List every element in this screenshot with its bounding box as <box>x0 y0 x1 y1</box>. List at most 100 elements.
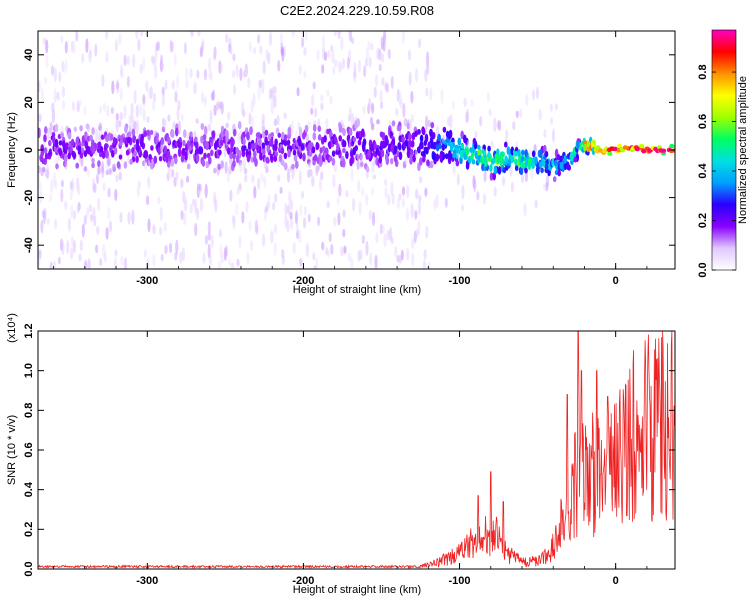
spectrogram-cell <box>135 120 139 136</box>
spectrogram-cell <box>54 123 59 133</box>
spectrogram-cell <box>216 101 220 111</box>
spectrogram-cell <box>337 212 341 226</box>
spectrogram-cell <box>50 179 54 194</box>
spectrogram-cell <box>97 165 101 175</box>
spectrogram-cell <box>70 247 74 260</box>
spectrogram-cell <box>190 31 194 38</box>
spectrogram-cell <box>419 140 424 148</box>
spectrogram-cell <box>163 119 167 130</box>
spectrogram-cell <box>226 171 231 183</box>
spectrogram-cell <box>368 56 372 68</box>
spectrogram-cell <box>418 38 422 49</box>
spectrogram-cell <box>291 166 295 180</box>
spectrogram-cell <box>401 136 406 142</box>
spectrogram-cell <box>161 86 165 96</box>
spectrogram-cell <box>248 41 252 53</box>
spectrogram-cell <box>284 213 288 228</box>
spectrogram-cell <box>260 172 264 183</box>
spectrogram-cell <box>252 46 257 55</box>
spectrogram-cell <box>118 171 123 181</box>
spectrogram-cell <box>107 187 111 198</box>
spectrogram-cell <box>350 257 354 269</box>
spectrogram-cell <box>299 204 303 217</box>
spectrogram-cell <box>523 202 527 217</box>
spectrogram-cell <box>60 179 64 188</box>
spectrogram-cell <box>186 175 190 183</box>
spectrogram-cell <box>543 144 547 153</box>
snr-series <box>38 331 675 569</box>
spectrogram-cell <box>544 150 549 158</box>
spectrogram-cell <box>183 129 187 138</box>
spectrogram-cell <box>126 75 130 88</box>
spectrogram-cell <box>43 147 48 154</box>
spectrogram-cell <box>660 148 667 153</box>
spectrogram-cell <box>359 249 363 261</box>
spectrogram-y-tick-label: -40 <box>23 237 35 253</box>
spectrogram-cell <box>554 159 558 167</box>
colorbar-ramp <box>712 30 736 270</box>
spectrogram-cell <box>53 67 58 83</box>
spectrogram-cell <box>333 164 337 173</box>
spectrogram-cell <box>96 225 100 235</box>
snr-ylabel: SNR (10 * v/v) <box>6 415 18 485</box>
spectrogram-cell <box>459 150 464 159</box>
spectrogram-cell <box>247 76 251 89</box>
spectrogram-cell <box>67 152 71 160</box>
spectrogram-cell <box>67 131 72 140</box>
spectrogram-cell <box>431 131 436 140</box>
spectrogram-cell <box>150 145 154 151</box>
spectrogram-cell <box>500 157 505 165</box>
spectrogram-y-tick-label: 0 <box>23 147 35 153</box>
spectrogram-cell <box>408 118 413 134</box>
spectrogram-cell <box>172 121 176 130</box>
spectrogram-cell <box>154 65 158 80</box>
spectrogram-cell <box>370 187 374 196</box>
spectrogram-cell <box>161 63 165 71</box>
spectrogram-cell <box>528 148 532 161</box>
spectrogram-cell <box>118 120 122 128</box>
spectrogram-cell <box>232 84 237 95</box>
spectrogram-cell <box>283 152 288 160</box>
spectrogram-y-tick-label: -20 <box>23 190 35 206</box>
spectrogram-cell <box>303 70 307 79</box>
spectrogram-cell <box>304 124 309 133</box>
spectrogram-cell <box>487 145 491 152</box>
spectrogram-cell <box>211 130 216 139</box>
spectrogram-cell <box>239 161 243 174</box>
spectrogram-cell <box>45 39 49 54</box>
spectrogram-cell <box>194 222 198 237</box>
spectrogram-cell <box>318 177 323 192</box>
spectrogram-cell <box>341 58 345 70</box>
spectrogram-cell <box>65 142 69 151</box>
spectrogram-cell <box>497 154 502 161</box>
spectrogram-cell <box>176 74 180 89</box>
spectrogram-cell <box>415 188 419 200</box>
spectrogram-cell <box>61 86 66 98</box>
spectrogram-cell <box>320 102 324 111</box>
spectrogram-cell <box>473 178 477 192</box>
spectrogram-cell <box>177 120 182 135</box>
spectrogram-cell <box>543 128 547 139</box>
spectrogram-cell <box>390 236 394 245</box>
spectrogram-cell <box>180 178 184 189</box>
spectrogram-cell <box>88 50 92 63</box>
spectrogram-cell <box>78 99 82 107</box>
spectrogram-cell <box>39 155 44 161</box>
spectrogram-cell <box>299 258 303 267</box>
spectrogram-cell <box>202 252 206 264</box>
spectrogram-cell <box>184 197 188 211</box>
spectrogram-cell <box>114 188 118 202</box>
spectrogram-cell <box>401 31 406 45</box>
spectrogram-cell <box>164 244 168 255</box>
spectrogram-cell <box>287 148 291 158</box>
spectrogram-cell <box>139 139 144 148</box>
spectrogram-cell <box>201 38 205 50</box>
colorbar: 0.0 0.2 0.4 0.6 0.8 Normalized spectral ampl… <box>697 29 749 278</box>
spectrogram-cell <box>38 254 41 267</box>
spectrogram-cell <box>79 125 83 132</box>
spectrogram-cell <box>241 101 245 116</box>
spectrogram-cell <box>124 125 128 134</box>
spectrogram-cell <box>363 65 367 78</box>
spectrogram-cell <box>669 143 675 149</box>
spectrogram-cell <box>418 176 423 184</box>
